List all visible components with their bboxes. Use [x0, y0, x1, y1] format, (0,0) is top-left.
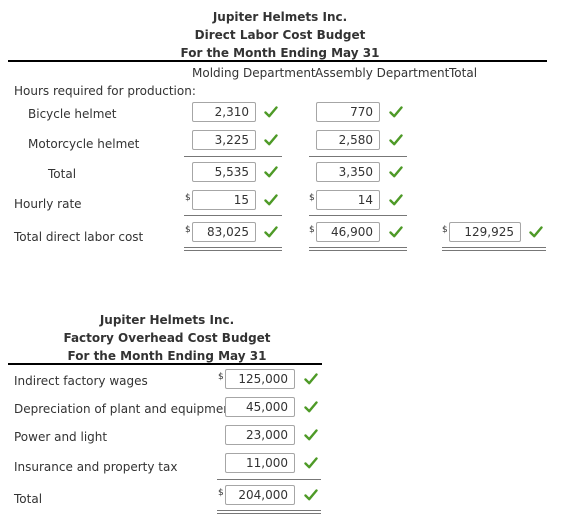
indirect-factory-wages-label: Indirect factory wages	[14, 374, 148, 388]
molding-hourly-rate-input[interactable]: 15	[192, 190, 256, 210]
assembly-rate-dollar-sign: $	[309, 193, 315, 203]
wages-dollar-sign: $	[218, 372, 224, 382]
assembly-hourly-rate-input[interactable]: 14	[316, 190, 380, 210]
molding-motorcycle-input[interactable]: 3,225	[192, 130, 256, 150]
assembly-subtotal-rule	[309, 156, 407, 157]
overhead-total-dollar-sign: $	[218, 488, 224, 498]
overhead-header-rule	[8, 363, 322, 365]
check-icon	[304, 400, 318, 414]
power-and-light-label: Power and light	[14, 430, 108, 444]
check-icon	[264, 165, 278, 179]
assembly-cost-dollar-sign: $	[309, 225, 315, 235]
molding-cost-rule-1	[184, 247, 282, 248]
molding-rate-rule	[184, 215, 282, 216]
overhead-total-rule-1	[217, 510, 321, 511]
assembly-bicycle-input[interactable]: 770	[316, 102, 380, 122]
check-icon	[389, 133, 403, 147]
indirect-factory-wages-input[interactable]: 125,000	[225, 369, 295, 389]
molding-cost-rule-2	[184, 250, 282, 251]
labor-period-title: For the Month Ending May 31	[180, 46, 380, 60]
assembly-labor-cost-input[interactable]: 46,900	[316, 222, 380, 242]
molding-total-hours-input[interactable]: 5,535	[192, 162, 256, 182]
check-icon	[389, 165, 403, 179]
assembly-total-hours-input[interactable]: 3,350	[316, 162, 380, 182]
overhead-total-label: Total	[14, 492, 43, 506]
check-icon	[304, 456, 318, 470]
check-icon	[264, 105, 278, 119]
total-direct-labor-cost-label: Total direct labor cost	[14, 230, 144, 244]
check-icon	[389, 225, 403, 239]
molding-subtotal-rule	[184, 156, 282, 157]
total-cost-dollar-sign: $	[442, 225, 448, 235]
col-header-molding: Molding Department	[192, 66, 316, 80]
insurance-property-tax-label: Insurance and property tax	[14, 460, 178, 474]
hours-required-label: Hours required for production:	[14, 84, 196, 98]
depreciation-input[interactable]: 45,000	[225, 397, 295, 417]
check-icon	[304, 428, 318, 442]
check-icon	[389, 105, 403, 119]
total-labor-cost-input[interactable]: 129,925	[449, 222, 521, 242]
labor-budget-title: Direct Labor Cost Budget	[194, 28, 366, 42]
molding-rate-dollar-sign: $	[185, 193, 191, 203]
overhead-budget-title: Factory Overhead Cost Budget	[63, 331, 271, 345]
check-icon	[264, 193, 278, 207]
insurance-property-tax-input[interactable]: 11,000	[225, 453, 295, 473]
power-and-light-input[interactable]: 23,000	[225, 425, 295, 445]
overhead-total-rule-2	[217, 513, 321, 514]
check-icon	[529, 225, 543, 239]
overhead-subtotal-rule	[217, 479, 321, 480]
check-icon	[264, 133, 278, 147]
total-cost-rule-1	[442, 247, 546, 248]
check-icon	[264, 225, 278, 239]
labor-company-title: Jupiter Helmets Inc.	[212, 10, 348, 24]
overhead-company-title: Jupiter Helmets Inc.	[99, 313, 235, 327]
check-icon	[304, 372, 318, 386]
col-header-total: Total	[449, 66, 478, 80]
molding-bicycle-input[interactable]: 2,310	[192, 102, 256, 122]
check-icon	[389, 193, 403, 207]
overhead-total-input[interactable]: 204,000	[225, 485, 295, 505]
depreciation-label: Depreciation of plant and equipment	[14, 402, 236, 416]
overhead-period-title: For the Month Ending May 31	[67, 349, 267, 363]
hourly-rate-label: Hourly rate	[14, 197, 82, 211]
assembly-cost-rule-2	[309, 250, 407, 251]
assembly-cost-rule-1	[309, 247, 407, 248]
bicycle-helmet-label: Bicycle helmet	[28, 107, 117, 121]
assembly-rate-rule	[309, 215, 407, 216]
motorcycle-helmet-label: Motorcycle helmet	[28, 137, 140, 151]
check-icon	[304, 488, 318, 502]
molding-labor-cost-input[interactable]: 83,025	[192, 222, 256, 242]
molding-cost-dollar-sign: $	[185, 225, 191, 235]
col-header-assembly: Assembly Department	[315, 66, 450, 80]
total-cost-rule-2	[442, 250, 546, 251]
labor-header-rule	[8, 60, 547, 62]
assembly-motorcycle-input[interactable]: 2,580	[316, 130, 380, 150]
hours-total-label: Total	[48, 167, 77, 181]
